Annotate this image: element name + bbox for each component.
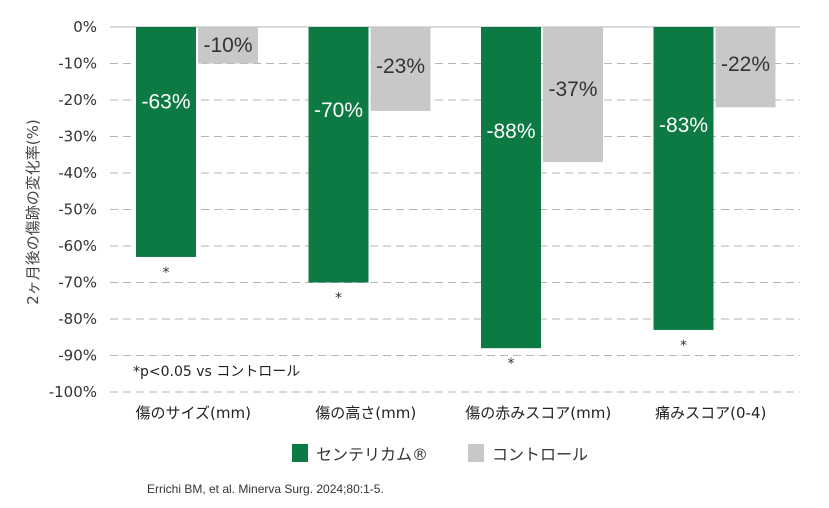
data-label: -70%: [314, 99, 363, 122]
legend: センテリカム® コントロール: [292, 444, 588, 464]
data-label: -88%: [486, 120, 535, 143]
bar-control: [370, 27, 431, 111]
y-tick-label: -90%: [58, 347, 97, 365]
significance-note: *p<0.05 vs コントロール: [133, 364, 300, 380]
bars: -63% * -10% -70% * -23% -88% * -37% -83% * -22%: [136, 27, 776, 372]
y-tick-label: -70%: [58, 274, 97, 292]
citation: Errichi BM, et al. Minerva Surg. 2024;80…: [147, 482, 384, 496]
significance-mark: *: [508, 356, 515, 372]
category-label: 傷のサイズ(mm): [136, 404, 251, 422]
y-tick-label: -40%: [58, 164, 97, 182]
significance-mark: *: [680, 338, 687, 354]
data-label: -63%: [141, 91, 190, 114]
bar-control: [198, 27, 258, 64]
y-tick-label: 0%: [73, 18, 97, 36]
y-tick-label: -50%: [58, 201, 97, 219]
legend-swatch: [468, 444, 484, 462]
category-labels: 傷のサイズ(mm) 傷の高さ(mm) 傷の赤みスコア(mm) 痛みスコア(0-4): [136, 404, 767, 422]
bar-treatment: [481, 27, 541, 349]
legend-swatch: [292, 444, 308, 462]
data-label: -10%: [203, 34, 252, 57]
y-tick-label: -20%: [58, 91, 97, 109]
y-tick-label: -60%: [58, 237, 97, 255]
data-label: -22%: [721, 53, 770, 76]
bar-treatment: [308, 27, 369, 283]
y-tick-label: -80%: [58, 310, 97, 328]
bar-treatment: [653, 27, 714, 330]
significance-mark: *: [335, 291, 342, 307]
y-tick-label: -30%: [58, 128, 97, 146]
y-tick-label: -100%: [49, 383, 97, 401]
category-label: 痛みスコア(0-4): [655, 404, 766, 422]
y-axis-ticks: 0% -10% -20% -30% -40% -50% -60% -70% -80% -90% -1…: [49, 18, 97, 401]
category-label: 傷の赤みスコア(mm): [465, 404, 611, 422]
data-label: -37%: [548, 78, 597, 101]
bar-control: [715, 27, 776, 108]
data-label: -83%: [659, 114, 708, 137]
category-label: 傷の高さ(mm): [315, 404, 416, 422]
y-tick-label: -10%: [58, 55, 97, 73]
bar-treatment: [136, 27, 196, 257]
legend-label: センテリカム®: [316, 445, 428, 464]
data-label: -23%: [376, 55, 425, 78]
legend-label: コントロール: [492, 445, 588, 464]
significance-mark: *: [163, 265, 170, 281]
y-axis-label: 2ヶ月後の傷跡の変化率(%): [24, 119, 42, 305]
bar-control: [543, 27, 603, 163]
